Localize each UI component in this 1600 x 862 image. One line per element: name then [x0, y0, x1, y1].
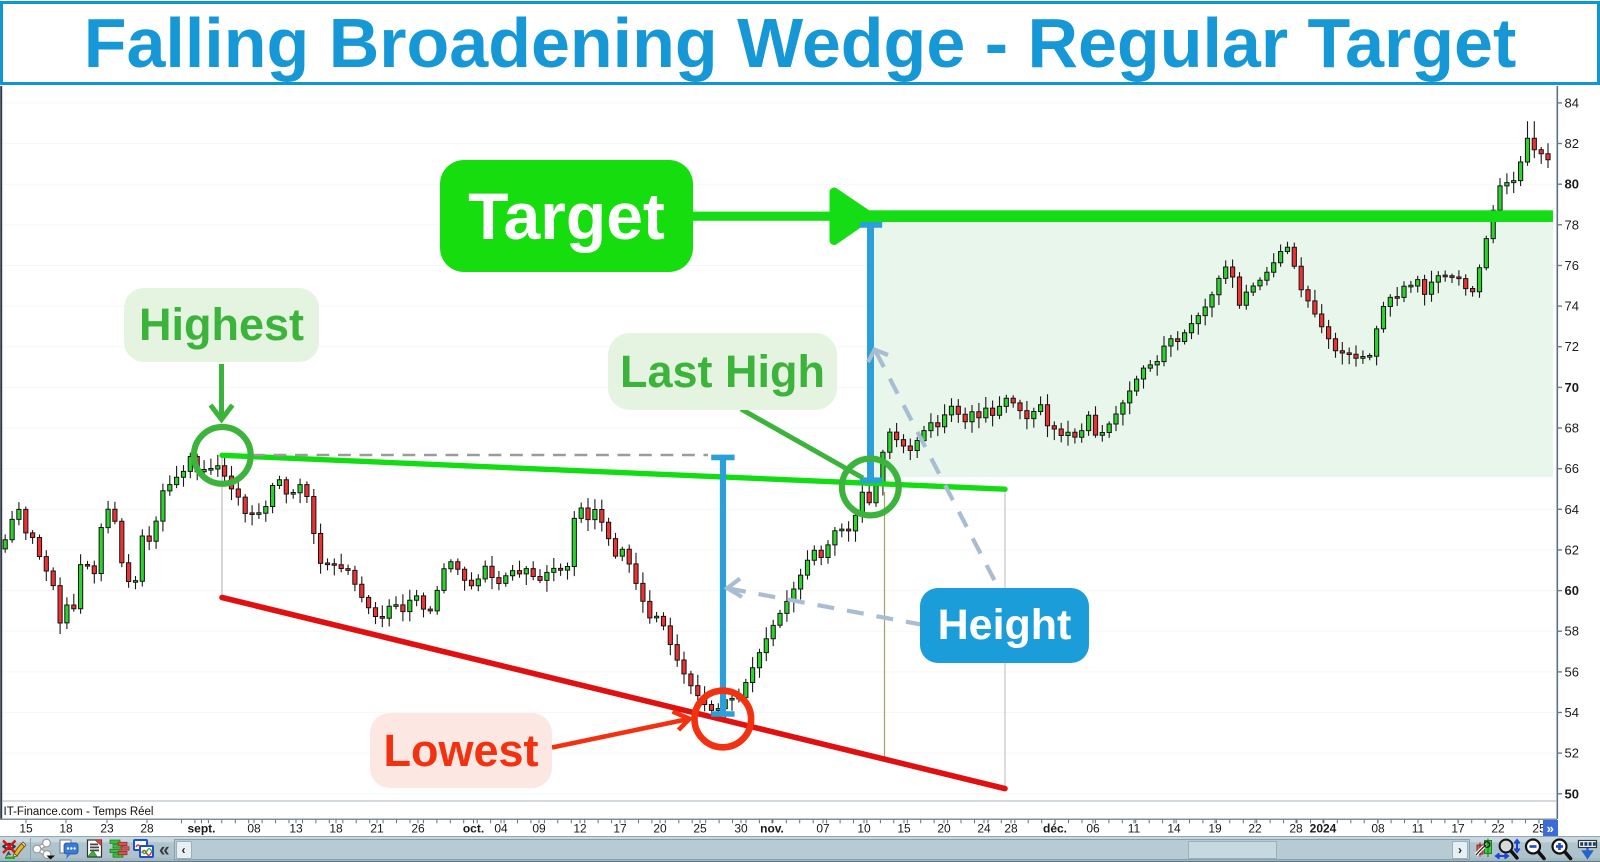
svg-text:66: 66: [1565, 461, 1579, 476]
svg-text:30: 30: [734, 822, 748, 836]
svg-text:82: 82: [1565, 136, 1579, 151]
svg-text:22: 22: [1248, 822, 1262, 836]
svg-text:25: 25: [693, 822, 707, 836]
svg-text:12: 12: [573, 822, 587, 836]
svg-text:nov.: nov.: [760, 822, 784, 836]
svg-text:54: 54: [1565, 705, 1579, 720]
svg-text:14: 14: [1167, 822, 1181, 836]
svg-text:15: 15: [19, 822, 33, 836]
svg-text:oct.: oct.: [463, 822, 484, 836]
svg-text:10: 10: [857, 822, 871, 836]
svg-text:04: 04: [494, 822, 508, 836]
svg-text:20: 20: [653, 822, 667, 836]
svg-text:08: 08: [1371, 822, 1385, 836]
svg-text:28: 28: [1289, 822, 1303, 836]
svg-text:50: 50: [1565, 786, 1579, 801]
svg-text:22: 22: [1491, 822, 1505, 836]
svg-text:20: 20: [937, 822, 951, 836]
svg-text:52: 52: [1565, 746, 1579, 761]
svg-text:28: 28: [140, 822, 154, 836]
svg-text:28: 28: [1004, 822, 1018, 836]
svg-text:18: 18: [329, 822, 343, 836]
svg-text:13: 13: [289, 822, 303, 836]
svg-text:70: 70: [1565, 380, 1579, 395]
svg-text:09: 09: [532, 822, 546, 836]
svg-text:11: 11: [1412, 822, 1425, 836]
svg-text:23: 23: [100, 822, 114, 836]
svg-text:76: 76: [1565, 258, 1579, 273]
svg-text:58: 58: [1565, 624, 1579, 639]
svg-text:25: 25: [1532, 822, 1546, 836]
svg-text:19: 19: [1208, 822, 1222, 836]
svg-text:déc.: déc.: [1043, 822, 1067, 836]
svg-text:72: 72: [1565, 339, 1579, 354]
svg-text:11: 11: [1128, 822, 1141, 836]
svg-text:«: «: [159, 840, 170, 861]
svg-text:26: 26: [411, 822, 425, 836]
svg-text:56: 56: [1565, 664, 1579, 679]
svg-text:80: 80: [1565, 177, 1579, 192]
svg-text:64: 64: [1565, 502, 1579, 517]
svg-text:78: 78: [1565, 217, 1579, 232]
svg-text:21: 21: [370, 822, 384, 836]
svg-text:06: 06: [1086, 822, 1100, 836]
svg-text:68: 68: [1565, 421, 1579, 436]
svg-text:74: 74: [1565, 299, 1579, 314]
svg-text:60: 60: [1565, 583, 1579, 598]
svg-text:07: 07: [816, 822, 830, 836]
svg-text:17: 17: [613, 822, 627, 836]
svg-text:08: 08: [247, 822, 261, 836]
svg-text:62: 62: [1565, 542, 1579, 557]
svg-text:84: 84: [1565, 95, 1579, 110]
svg-text:15: 15: [897, 822, 911, 836]
svg-text:24: 24: [977, 822, 991, 836]
svg-text:18: 18: [59, 822, 73, 836]
svg-text:17: 17: [1451, 822, 1465, 836]
svg-text:2024: 2024: [1310, 822, 1337, 836]
svg-text:sept.: sept.: [187, 822, 215, 836]
